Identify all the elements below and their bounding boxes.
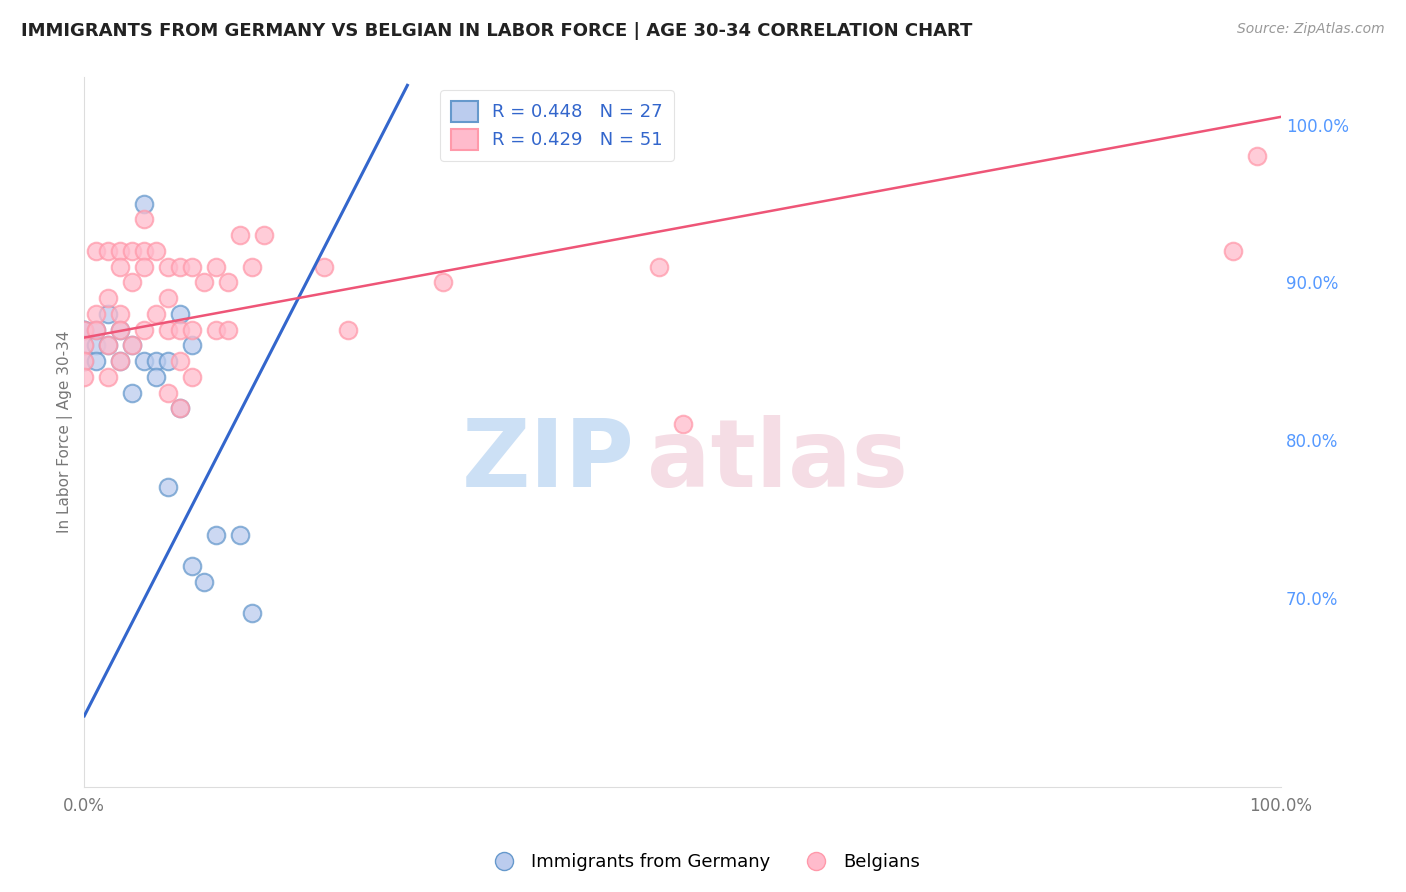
Point <box>240 607 263 621</box>
Point <box>181 260 204 274</box>
Point <box>84 307 107 321</box>
Point <box>229 228 252 243</box>
Point <box>134 212 156 227</box>
Point <box>134 244 156 258</box>
Y-axis label: In Labor Force | Age 30-34: In Labor Force | Age 30-34 <box>58 331 73 533</box>
Point <box>108 354 131 368</box>
Point <box>157 260 180 274</box>
Point <box>97 244 120 258</box>
Point <box>157 323 180 337</box>
Point <box>121 276 143 290</box>
Point <box>1222 244 1244 258</box>
Text: atlas: atlas <box>647 415 908 507</box>
Point <box>157 354 180 368</box>
Point <box>97 338 120 352</box>
Point <box>97 291 120 305</box>
Point <box>134 260 156 274</box>
Point <box>181 370 204 384</box>
Point <box>169 323 191 337</box>
Point <box>108 260 131 274</box>
Point <box>73 354 96 368</box>
Point <box>193 574 215 589</box>
Point <box>312 260 335 274</box>
Point <box>181 559 204 574</box>
Point <box>121 244 143 258</box>
Point <box>84 354 107 368</box>
Point <box>108 323 131 337</box>
Point <box>205 323 228 337</box>
Point <box>121 338 143 352</box>
Point <box>217 276 239 290</box>
Legend: R = 0.448   N = 27, R = 0.429   N = 51: R = 0.448 N = 27, R = 0.429 N = 51 <box>440 90 673 161</box>
Point <box>205 260 228 274</box>
Point <box>97 370 120 384</box>
Point <box>73 370 96 384</box>
Point <box>647 260 669 274</box>
Point <box>169 401 191 416</box>
Point <box>134 323 156 337</box>
Point <box>108 307 131 321</box>
Point <box>84 323 107 337</box>
Point <box>217 323 239 337</box>
Point <box>97 307 120 321</box>
Point <box>169 354 191 368</box>
Point <box>181 323 204 337</box>
Point <box>672 417 695 432</box>
Point <box>108 244 131 258</box>
Point <box>97 338 120 352</box>
Point <box>181 338 204 352</box>
Point <box>84 323 107 337</box>
Point <box>73 323 96 337</box>
Text: ZIP: ZIP <box>463 415 634 507</box>
Point <box>1246 149 1268 163</box>
Point <box>73 338 96 352</box>
Point <box>169 260 191 274</box>
Legend: Immigrants from Germany, Belgians: Immigrants from Germany, Belgians <box>479 847 927 879</box>
Point <box>169 307 191 321</box>
Point <box>134 354 156 368</box>
Point <box>193 276 215 290</box>
Point <box>145 370 167 384</box>
Point <box>336 323 359 337</box>
Text: IMMIGRANTS FROM GERMANY VS BELGIAN IN LABOR FORCE | AGE 30-34 CORRELATION CHART: IMMIGRANTS FROM GERMANY VS BELGIAN IN LA… <box>21 22 973 40</box>
Point <box>145 244 167 258</box>
Point <box>229 527 252 541</box>
Point <box>134 196 156 211</box>
Point <box>253 228 276 243</box>
Point <box>73 323 96 337</box>
Point <box>73 354 96 368</box>
Point <box>121 385 143 400</box>
Point <box>157 480 180 494</box>
Point <box>157 385 180 400</box>
Point <box>84 244 107 258</box>
Point <box>121 338 143 352</box>
Point <box>432 276 454 290</box>
Point <box>84 338 107 352</box>
Text: Source: ZipAtlas.com: Source: ZipAtlas.com <box>1237 22 1385 37</box>
Point <box>108 323 131 337</box>
Point <box>169 401 191 416</box>
Point <box>157 291 180 305</box>
Point <box>145 307 167 321</box>
Point <box>240 260 263 274</box>
Point <box>205 527 228 541</box>
Point <box>73 323 96 337</box>
Point <box>73 338 96 352</box>
Point <box>108 354 131 368</box>
Point <box>145 354 167 368</box>
